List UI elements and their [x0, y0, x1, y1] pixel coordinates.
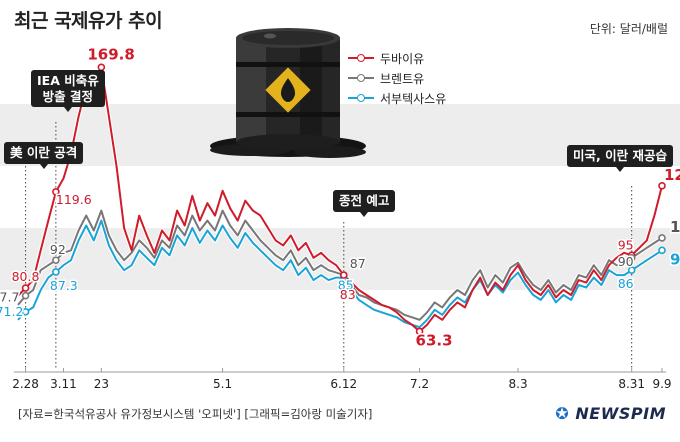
- data-point: [52, 187, 60, 196]
- legend-label: 두바이유: [380, 51, 425, 66]
- x-tick-label: 2.28: [12, 377, 39, 391]
- data-point: [21, 284, 30, 292]
- brand-name: NEWSPIM: [575, 404, 666, 423]
- data-point: [21, 291, 30, 300]
- event-callout: 美 이란 공격: [4, 142, 84, 169]
- x-tick-label: 3.11: [50, 377, 77, 391]
- oil-barrel-icon: [210, 28, 366, 158]
- chart-title: 최근 국제유가 추이: [14, 10, 163, 32]
- data-point: [21, 308, 30, 316]
- event-callout: 미국, 이란 재공습: [567, 145, 673, 172]
- legend-item: 서부텍사스유: [348, 88, 446, 108]
- value-label: 122: [664, 166, 680, 184]
- data-point: [658, 182, 666, 190]
- data-point: [658, 234, 666, 242]
- data-point: [415, 327, 424, 336]
- x-tick-label: 8.3: [509, 377, 528, 391]
- value-label: 87: [350, 256, 366, 271]
- value-label: 92: [50, 242, 66, 257]
- legend-swatch: [348, 73, 374, 83]
- price-lines: [16, 65, 665, 334]
- x-tick-label: 9.9: [652, 377, 671, 391]
- value-label: 77.7: [0, 290, 19, 305]
- legend-swatch: [348, 93, 374, 103]
- data-point: [658, 246, 666, 255]
- value-label: 80.8: [12, 269, 40, 284]
- x-tick-label: 5.1: [213, 377, 232, 391]
- value-label: 63.3: [416, 331, 453, 349]
- x-tick-label: 23: [94, 377, 109, 391]
- series-line-1: [17, 209, 663, 321]
- data-point: [52, 268, 60, 276]
- event-callout: 종전 예고: [333, 190, 396, 217]
- data-point: [339, 271, 348, 279]
- value-label: 86: [618, 276, 634, 291]
- data-point: [52, 256, 60, 265]
- value-label: 96: [670, 250, 680, 268]
- value-label: 71.2: [0, 304, 23, 319]
- legend-label: 서부텍사스유: [380, 91, 447, 106]
- value-label: 83: [340, 287, 356, 302]
- value-label: 169.8: [87, 45, 134, 63]
- legend-item: 브렌트유: [348, 68, 446, 88]
- data-point: [627, 266, 636, 274]
- value-label: 87.3: [50, 278, 78, 293]
- newspim-mark-icon: ✪: [555, 404, 570, 423]
- x-tick-label: 7.2: [410, 377, 429, 391]
- value-label: 119.6: [56, 192, 92, 207]
- x-tick-label: 8.31: [618, 377, 645, 391]
- value-label: 85: [338, 278, 354, 293]
- unit-label: 단위: 달러/배럴: [589, 22, 668, 36]
- series-line-0: [17, 66, 663, 333]
- x-tick-label: 6.12: [330, 377, 357, 391]
- x-axis: 2.28 3.11 23 5.1 6.12 7.2 8.3 8.31 9.9: [12, 368, 672, 391]
- value-label: 90: [618, 254, 634, 269]
- source-credit: [자료=한국석유공사 유가정보시스템 '오피넷'] [그래픽=김아랑 미술기자]: [18, 407, 373, 421]
- brand-logo: ✪ NEWSPIM: [555, 404, 666, 423]
- data-point: [627, 253, 636, 262]
- event-callout: IEA 비축유 방출 결정: [31, 70, 105, 113]
- legend-item: 두바이유: [348, 48, 446, 68]
- value-label: 101: [670, 218, 680, 236]
- legend-label: 브렌트유: [380, 71, 425, 86]
- legend-swatch: [348, 53, 374, 63]
- value-label: 95: [618, 237, 634, 252]
